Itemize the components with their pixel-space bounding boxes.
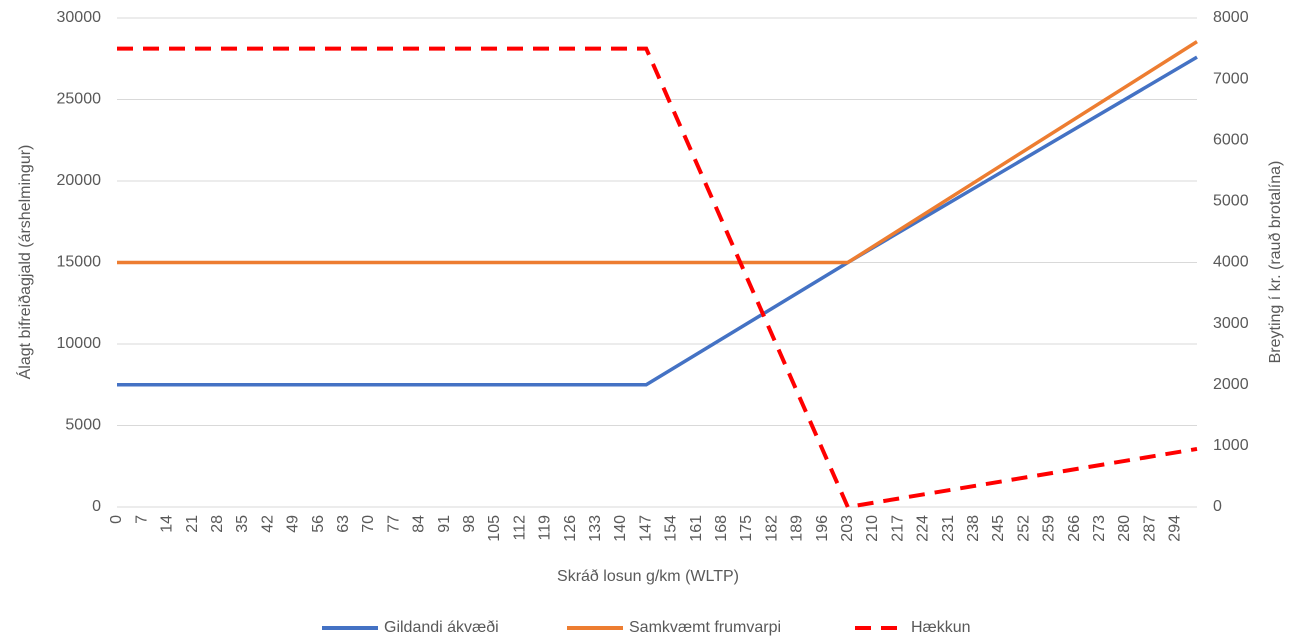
series-line	[117, 55, 1198, 387]
x-tick-label: 196	[814, 515, 831, 542]
x-tick-label: 35	[234, 515, 251, 533]
x-tick-label: 273	[1091, 515, 1108, 542]
x-tick-label: 7	[133, 515, 150, 524]
x-tick-label: 49	[285, 515, 302, 533]
x-tick-label: 77	[385, 515, 402, 533]
y-tick-label: 0	[92, 498, 101, 515]
x-tick-label: 42	[259, 515, 276, 533]
x-tick-label: 84	[411, 515, 428, 533]
x-tick-label: 105	[486, 515, 503, 542]
series-line	[117, 40, 1198, 265]
y2-tick-label: 2000	[1213, 376, 1249, 393]
y2-tick-label: 6000	[1213, 131, 1249, 148]
x-tick-label: 175	[738, 515, 755, 542]
y2-tick-label: 7000	[1213, 70, 1249, 87]
x-tick-label: 217	[889, 515, 906, 542]
x-tick-label: 203	[839, 515, 856, 542]
y-tick-label: 30000	[57, 9, 102, 26]
x-tick-label: 154	[663, 515, 680, 542]
y2-tick-label: 0	[1213, 498, 1222, 515]
y-tick-label: 10000	[57, 335, 102, 352]
x-tick-label: 91	[436, 515, 453, 533]
x-tick-label: 252	[1015, 515, 1032, 542]
x-tick-label: 140	[612, 515, 629, 542]
x-tick-label: 168	[713, 515, 730, 542]
legend-label: Gildandi ákvæði	[384, 619, 499, 636]
y2-tick-label: 1000	[1213, 437, 1249, 454]
y-tick-label: 25000	[57, 91, 102, 108]
x-tick-label: 119	[537, 515, 554, 541]
x-tick-label: 133	[587, 515, 604, 542]
y-axis-title: Álagt bifreiðagjald (árshelmingur)	[15, 145, 34, 380]
x-tick-label: 28	[209, 515, 226, 533]
y2-axis-title: Breyting í kr. (rauð brotalína)	[1267, 161, 1284, 364]
legend-label: Hækkun	[911, 619, 971, 636]
y-tick-label: 20000	[57, 172, 102, 189]
series-line	[117, 46, 1198, 510]
x-tick-label: 98	[461, 515, 478, 533]
x-tick-label: 238	[965, 515, 982, 542]
x-tick-label: 280	[1116, 515, 1133, 542]
x-tick-label: 161	[688, 515, 705, 542]
x-tick-label: 56	[310, 515, 327, 533]
y2-tick-label: 8000	[1213, 9, 1249, 26]
x-tick-label: 294	[1167, 515, 1184, 542]
y-tick-label: 5000	[65, 417, 101, 434]
x-tick-label: 287	[1141, 515, 1158, 542]
x-tick-label: 189	[789, 515, 806, 542]
x-tick-label: 147	[637, 515, 654, 542]
y2-tick-label: 3000	[1213, 315, 1249, 332]
x-tick-label: 224	[915, 515, 932, 542]
x-axis-title: Skráð losun g/km (WLTP)	[557, 568, 739, 585]
y2-tick-label: 5000	[1213, 193, 1249, 210]
x-tick-label: 0	[108, 515, 125, 524]
x-tick-label: 126	[562, 515, 579, 542]
x-tick-label: 182	[763, 515, 780, 542]
x-tick-label: 210	[864, 515, 881, 542]
x-tick-label: 70	[360, 515, 377, 533]
x-tick-label: 63	[335, 515, 352, 533]
y2-tick-label: 4000	[1213, 254, 1249, 271]
x-tick-label: 14	[159, 515, 176, 533]
x-tick-label: 21	[184, 515, 201, 533]
legend-label: Samkvæmt frumvarpi	[629, 619, 781, 636]
x-tick-label: 231	[940, 515, 957, 542]
x-tick-label: 112	[511, 515, 528, 541]
x-tick-label: 245	[990, 515, 1007, 542]
x-tick-label: 259	[1041, 515, 1058, 542]
x-tick-label: 266	[1066, 515, 1083, 542]
y-tick-label: 15000	[57, 254, 102, 271]
